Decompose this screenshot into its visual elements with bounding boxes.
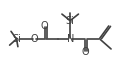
Text: O: O <box>41 21 49 31</box>
Text: O: O <box>31 34 38 44</box>
Text: Si: Si <box>66 16 75 26</box>
Text: O: O <box>81 47 89 57</box>
Text: N: N <box>66 34 74 44</box>
Text: Si: Si <box>12 34 21 44</box>
